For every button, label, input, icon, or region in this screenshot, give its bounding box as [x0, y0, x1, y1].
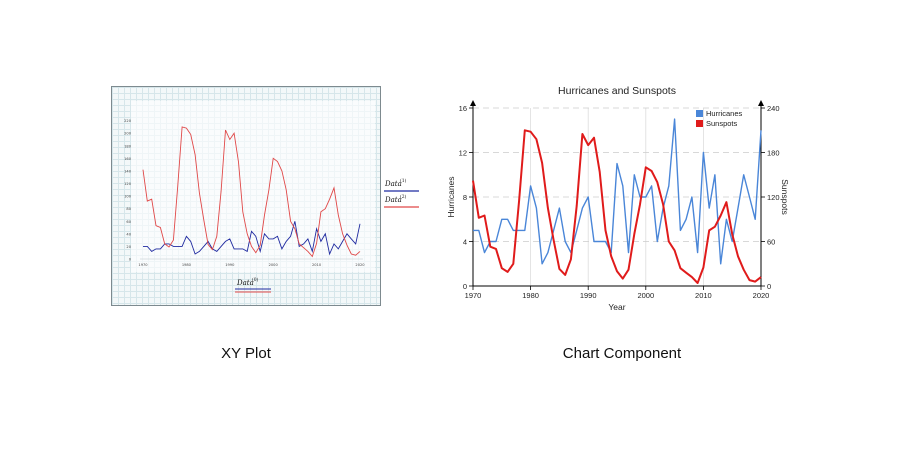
y-axis-right-arrow: [758, 100, 764, 106]
y-tick-label: 20: [126, 245, 131, 249]
y2-tick-label: 0: [767, 282, 771, 291]
chart-component-svg: Hurricanes and Sunspots 0 4 8 12 16 0 60 120 180 2…: [446, 85, 790, 312]
y2-tick-label: 180: [767, 149, 780, 158]
x-tick-label: 1970: [465, 291, 482, 300]
y-tick-label: 220: [124, 119, 132, 123]
x-tick-label: 2020: [753, 291, 770, 300]
y-tick-label: 16: [459, 104, 467, 113]
y-tick-label: 4: [463, 238, 467, 247]
legend-label-0: Data: [384, 180, 402, 188]
x-tick-label: 1990: [580, 291, 597, 300]
y-tick-label: 80: [126, 207, 131, 211]
y-tick-label: 0: [463, 282, 467, 291]
y-tick-label: 40: [126, 232, 131, 236]
y-tick-label: 140: [124, 169, 132, 173]
y-axis-label: Hurricanes: [446, 176, 456, 217]
y-tick-label: 200: [124, 132, 132, 136]
x-tick-label: 1980: [522, 291, 539, 300]
legend-label-sunspots: Sunspots: [706, 119, 738, 128]
x-axis-label: Year: [608, 302, 625, 312]
chart-title: Hurricanes and Sunspots: [558, 85, 676, 97]
y-tick-label: 120: [124, 182, 132, 186]
legend-swatch-sunspots: [696, 120, 703, 127]
series-line-sunspots: [472, 129, 762, 284]
y-tick-label: 160: [124, 157, 132, 161]
caption-xy-plot: XY Plot: [221, 345, 271, 362]
series-line-1: [142, 126, 361, 258]
y-tick-label: 8: [463, 193, 467, 202]
x-tick-label: 1970: [138, 263, 148, 267]
x-tick-label: 2010: [695, 291, 712, 300]
y2-tick-label: 240: [767, 104, 780, 113]
y-tick-label: 180: [124, 144, 132, 148]
legend-label-1: Data: [384, 196, 402, 204]
legend-superscript-0: (1): [400, 177, 407, 184]
y-tick-label: 100: [124, 195, 132, 199]
y-tick-label: 60: [126, 220, 131, 224]
y2-tick-label: 60: [767, 238, 775, 247]
y2-axis-label: Sunspots: [780, 179, 790, 214]
legend-superscript-1: (2): [400, 193, 407, 200]
caption-chart-component: Chart Component: [562, 345, 682, 362]
x-tick-label: 1980: [182, 263, 192, 267]
y2-tick-label: 120: [767, 193, 780, 202]
x-tick-label: 2000: [269, 263, 279, 267]
x-legend-label: Data: [236, 279, 254, 287]
y-tick-label: 0: [129, 258, 132, 262]
series-line-hurricanes: [473, 118, 762, 265]
x-tick-label: 2010: [312, 263, 322, 267]
y-tick-label: 12: [459, 149, 467, 158]
y-axis-left-arrow: [470, 100, 476, 106]
legend-swatch-hurricanes: [696, 110, 703, 117]
series-line-0: [143, 221, 361, 256]
x-legend-superscript: (0): [252, 276, 259, 283]
legend-label-hurricanes: Hurricanes: [706, 109, 743, 118]
x-tick-label: 2020: [355, 263, 365, 267]
x-tick-label: 1990: [225, 263, 235, 267]
x-tick-label: 2000: [637, 291, 654, 300]
